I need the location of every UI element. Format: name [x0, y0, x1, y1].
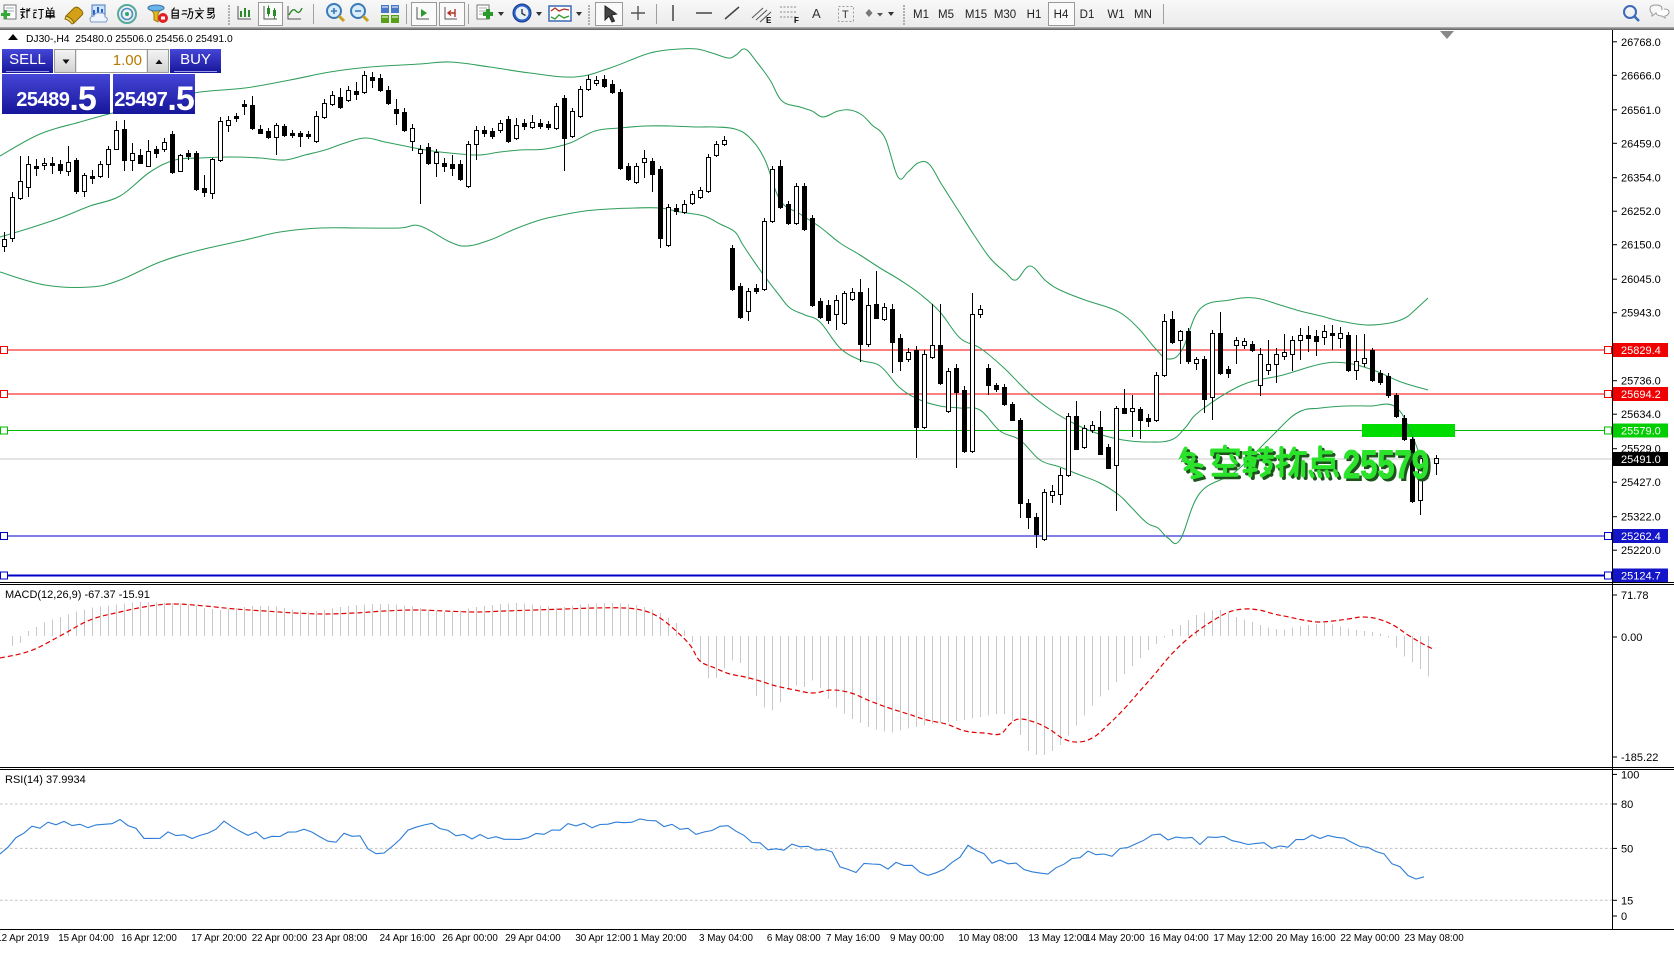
svg-text:25579: 25579 [1346, 446, 1432, 490]
svg-text:23 May 08:00: 23 May 08:00 [1404, 933, 1464, 944]
svg-text:26045.0: 26045.0 [1621, 274, 1661, 286]
svg-text:T: T [842, 9, 849, 21]
svg-text:22 Apr 00:00: 22 Apr 00:00 [252, 933, 308, 944]
svg-text:25579.0: 25579.0 [1621, 426, 1661, 438]
svg-text:25943.0: 25943.0 [1621, 308, 1661, 320]
svg-text:F: F [794, 16, 799, 25]
svg-text:30 Apr 12:00: 30 Apr 12:00 [575, 933, 631, 944]
svg-text:A: A [812, 6, 821, 21]
svg-text:25736.0: 25736.0 [1621, 376, 1661, 388]
svg-text:17 Apr 20:00: 17 Apr 20:00 [191, 933, 247, 944]
svg-text:25694.2: 25694.2 [1621, 389, 1661, 401]
svg-text:25220.0: 25220.0 [1621, 545, 1661, 557]
svg-text:0.00: 0.00 [1621, 632, 1642, 644]
svg-text:22 May 00:00: 22 May 00:00 [1340, 933, 1400, 944]
svg-text:MACD(12,26,9) -67.37 -15.91: MACD(12,26,9) -67.37 -15.91 [5, 589, 150, 601]
svg-text:26666.0: 26666.0 [1621, 70, 1661, 82]
svg-text:12 Apr 2019: 12 Apr 2019 [0, 933, 49, 944]
svg-text:25322.0: 25322.0 [1621, 512, 1661, 524]
svg-text:29 Apr 04:00: 29 Apr 04:00 [505, 933, 561, 944]
svg-text:25262.4: 25262.4 [1621, 531, 1661, 543]
svg-text:RSI(14) 37.9934: RSI(14) 37.9934 [5, 774, 86, 786]
svg-text:15: 15 [1621, 895, 1633, 907]
svg-text:17 May 12:00: 17 May 12:00 [1213, 933, 1273, 944]
svg-text:M15: M15 [965, 9, 987, 21]
svg-text:50: 50 [1621, 843, 1633, 855]
svg-text:E: E [766, 16, 772, 25]
svg-text:MN: MN [1134, 9, 1152, 21]
svg-text:-185.22: -185.22 [1621, 752, 1658, 764]
svg-text:9 May 00:00: 9 May 00:00 [890, 933, 944, 944]
svg-text:71.78: 71.78 [1621, 590, 1649, 602]
svg-text:3 May 04:00: 3 May 04:00 [699, 933, 753, 944]
svg-text:M30: M30 [994, 9, 1016, 21]
svg-text:26768.0: 26768.0 [1621, 37, 1661, 49]
svg-text:25634.0: 25634.0 [1621, 409, 1661, 421]
svg-text:M5: M5 [938, 9, 954, 21]
svg-text:16 Apr 12:00: 16 Apr 12:00 [121, 933, 177, 944]
svg-text:DJ30-,H4 25480.0 25506.0 2545: DJ30-,H4 25480.0 25506.0 25456.0 25491.0 [26, 34, 233, 45]
svg-text:7 May 16:00: 7 May 16:00 [826, 933, 880, 944]
svg-text:20 May 16:00: 20 May 16:00 [1276, 933, 1336, 944]
svg-text:W1: W1 [1107, 9, 1124, 21]
svg-text:D1: D1 [1080, 9, 1095, 21]
svg-text:H1: H1 [1027, 9, 1042, 21]
svg-text:26 Apr 00:00: 26 Apr 00:00 [442, 933, 498, 944]
svg-text:H4: H4 [1054, 9, 1069, 21]
svg-text:25427.0: 25427.0 [1621, 477, 1661, 489]
svg-text:26150.0: 26150.0 [1621, 240, 1661, 252]
svg-text:25124.7: 25124.7 [1621, 571, 1661, 583]
svg-text:25579: 25579 [1343, 443, 1429, 487]
svg-text:1 May 20:00: 1 May 20:00 [633, 933, 687, 944]
svg-text:6 May 08:00: 6 May 08:00 [767, 933, 821, 944]
svg-text:24 Apr 16:00: 24 Apr 16:00 [380, 933, 436, 944]
svg-text:100: 100 [1621, 769, 1639, 781]
svg-text:80: 80 [1621, 799, 1633, 811]
svg-text:0: 0 [1621, 911, 1627, 923]
svg-text:15 Apr 04:00: 15 Apr 04:00 [58, 933, 114, 944]
svg-text:26459.0: 26459.0 [1621, 138, 1661, 150]
svg-text:26561.0: 26561.0 [1621, 105, 1661, 117]
svg-text:26354.0: 26354.0 [1621, 173, 1661, 185]
svg-text:13 May 12:00: 13 May 12:00 [1028, 933, 1088, 944]
svg-text:25491.0: 25491.0 [1621, 454, 1661, 466]
svg-text:16 May 04:00: 16 May 04:00 [1149, 933, 1209, 944]
svg-text:10 May 08:00: 10 May 08:00 [958, 933, 1018, 944]
svg-text:14 May 20:00: 14 May 20:00 [1085, 933, 1145, 944]
svg-text:M1: M1 [913, 9, 929, 21]
svg-text:25829.4: 25829.4 [1621, 345, 1661, 357]
svg-text:26252.0: 26252.0 [1621, 206, 1661, 218]
svg-text:23 Apr 08:00: 23 Apr 08:00 [312, 933, 368, 944]
